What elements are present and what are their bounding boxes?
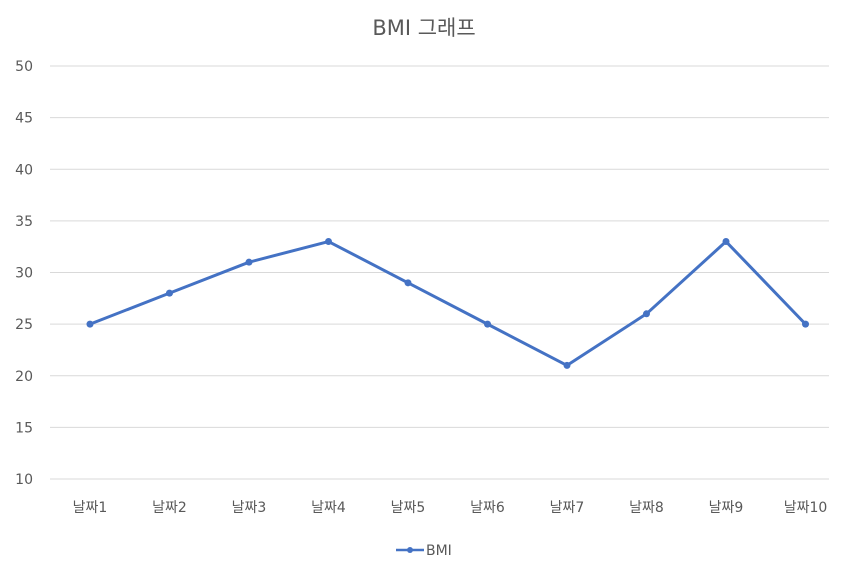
data-point	[86, 320, 94, 328]
x-tick-label: 날짜2	[152, 500, 187, 516]
x-tick-label: 날짜4	[311, 500, 346, 516]
data-point	[563, 361, 571, 369]
x-tick-label: 날짜5	[391, 500, 426, 516]
y-tick-label: 35	[15, 214, 33, 230]
y-tick-label: 45	[15, 111, 33, 127]
data-point	[404, 279, 412, 287]
y-tick-label: 50	[15, 59, 33, 75]
y-tick-label: 10	[15, 472, 33, 488]
gridlines	[50, 65, 829, 480]
y-tick-label: 15	[15, 420, 33, 436]
legend-marker-swatch	[407, 547, 413, 553]
y-tick-label: 30	[15, 266, 33, 282]
data-point	[245, 258, 253, 266]
data-point	[643, 310, 650, 318]
x-tick-label: 날짜6	[470, 500, 505, 516]
data-point	[166, 289, 173, 297]
data-point	[722, 238, 730, 246]
y-tick-label: 20	[15, 369, 33, 385]
legend: BMI	[396, 543, 452, 559]
x-tick-label: 날짜10	[784, 500, 828, 516]
data-point	[802, 320, 809, 328]
x-tick-label: 날짜1	[73, 500, 108, 516]
y-tick-label: 40	[15, 162, 33, 178]
y-axis: 10 15 20 25 30 35 40 45 50	[15, 59, 33, 488]
x-axis: 날짜1 날짜2 날짜3 날짜4 날짜5 날짜6 날짜7 날짜8 날짜9 날짜10	[73, 500, 828, 516]
x-tick-label: 날짜3	[232, 500, 267, 516]
chart-title: BMI 그래프	[372, 16, 475, 40]
x-tick-label: 날짜8	[629, 500, 664, 516]
y-tick-label: 25	[15, 317, 33, 333]
x-tick-label: 날짜7	[550, 500, 585, 516]
x-tick-label: 날짜9	[709, 500, 744, 516]
series-line-0	[88, 240, 807, 367]
legend-label: BMI	[426, 543, 452, 559]
series-group	[86, 238, 809, 369]
data-point	[484, 320, 491, 328]
data-point	[325, 238, 332, 246]
